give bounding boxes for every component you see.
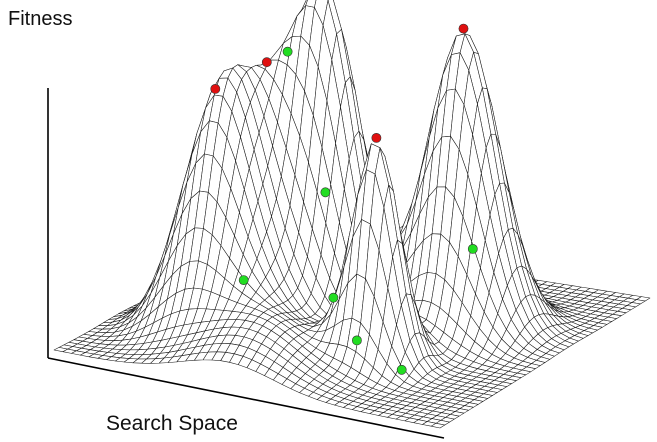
markers [210,23,478,375]
search-point-marker [396,364,407,375]
fitness-surface-mesh [53,0,651,429]
global-optimum-marker [458,23,469,34]
x-axis-label: Search Space [106,412,238,435]
global-optimum-marker [371,132,382,143]
search-point-marker [282,46,293,57]
search-point-marker [328,292,339,303]
search-point-marker [238,275,249,285]
search-point-marker [320,187,331,198]
global-optimum-marker [210,84,221,94]
global-optimum-marker [261,57,272,68]
search-point-marker [351,335,362,346]
mesh-cell [430,423,446,429]
axes [47,88,445,439]
x-axis-line [47,357,445,439]
search-point-marker [467,243,478,254]
y-axis-label: Fitness [8,8,73,30]
